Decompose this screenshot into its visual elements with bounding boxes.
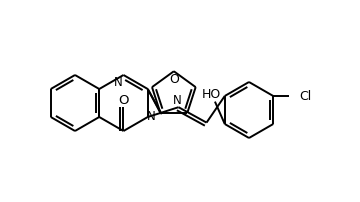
Text: Cl: Cl bbox=[299, 89, 311, 102]
Text: N: N bbox=[173, 94, 182, 107]
Text: N: N bbox=[147, 109, 156, 122]
Text: HO: HO bbox=[201, 88, 221, 101]
Text: O: O bbox=[118, 94, 129, 107]
Text: O: O bbox=[169, 73, 179, 86]
Text: N: N bbox=[114, 77, 123, 89]
